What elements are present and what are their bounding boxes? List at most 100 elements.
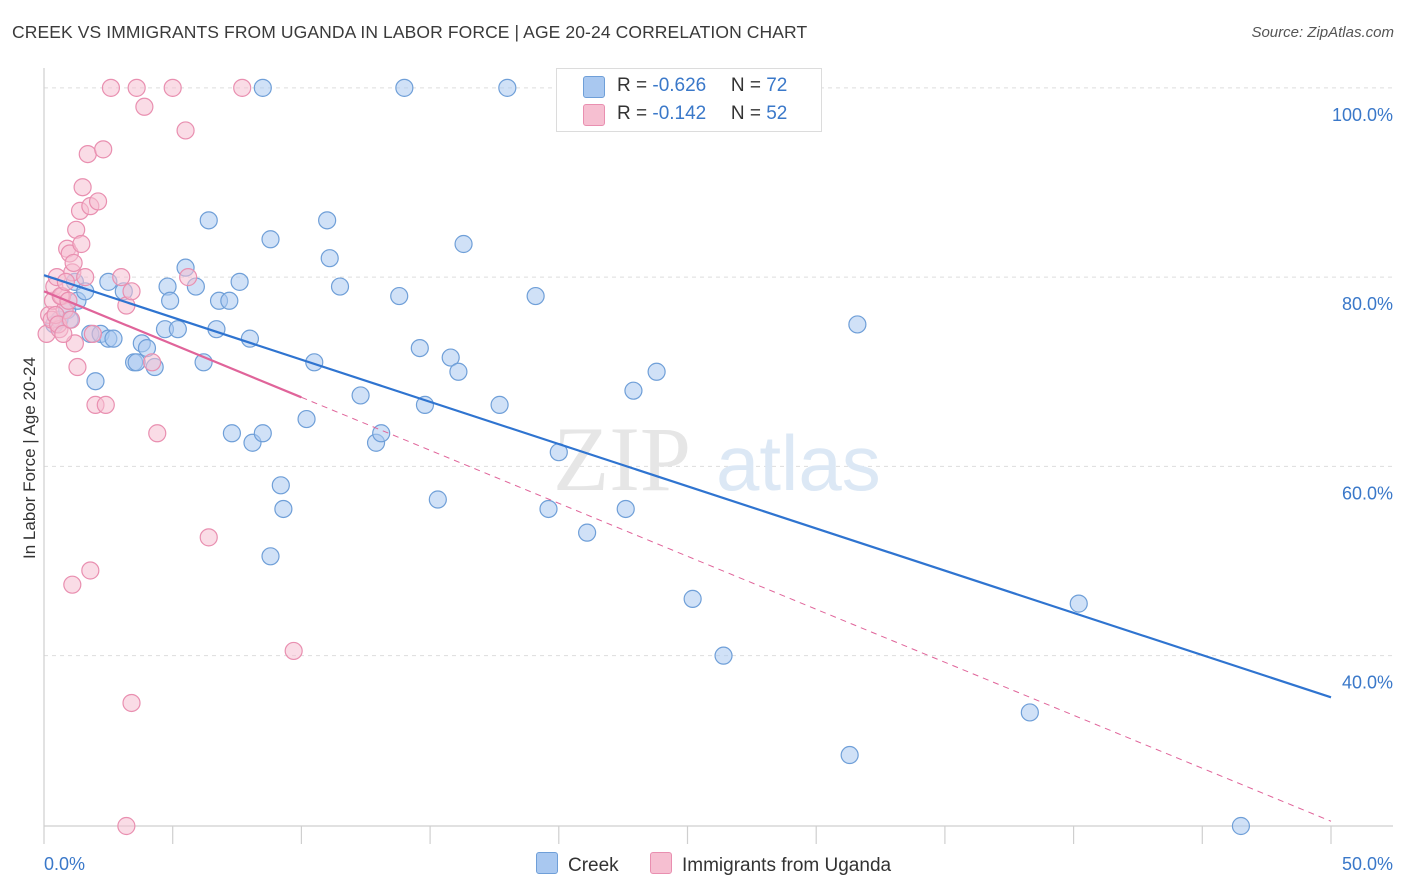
points-layer bbox=[37, 78, 1251, 836]
x-tick-label: 50.0% bbox=[1342, 854, 1393, 874]
creek-point bbox=[320, 249, 339, 268]
creek-point bbox=[395, 78, 414, 97]
creek-point bbox=[220, 291, 239, 310]
creek-point bbox=[240, 329, 260, 348]
creek-point bbox=[454, 234, 473, 254]
creek-point bbox=[271, 476, 290, 495]
y-tick-label: 100.0% bbox=[1332, 105, 1393, 125]
uganda-point bbox=[199, 528, 218, 547]
creek-point bbox=[410, 338, 429, 358]
uganda-point bbox=[78, 144, 97, 164]
creek-point bbox=[372, 424, 391, 443]
x-tick-label: 0.0% bbox=[44, 854, 85, 874]
bottom-legend-uganda: Immigrants from Uganda bbox=[650, 852, 891, 877]
creek-point bbox=[351, 386, 370, 405]
uganda-point bbox=[96, 395, 115, 414]
creek-point bbox=[647, 362, 666, 381]
creek-point bbox=[490, 395, 509, 414]
creek-point bbox=[104, 329, 123, 348]
creek-point bbox=[840, 745, 859, 765]
source-credit: Source: ZipAtlas.com bbox=[1251, 24, 1394, 41]
uganda-n-value: 52 bbox=[766, 103, 788, 124]
creek-point bbox=[624, 381, 643, 400]
creek-point bbox=[616, 499, 635, 519]
creek-point bbox=[261, 547, 280, 566]
uganda-point bbox=[83, 324, 103, 344]
uganda-point bbox=[68, 357, 87, 377]
creek-n-value: 72 bbox=[766, 75, 788, 96]
uganda-point bbox=[101, 78, 121, 97]
y-tick-label: 60.0% bbox=[1342, 483, 1393, 503]
creek-point bbox=[714, 646, 733, 665]
uganda-point bbox=[112, 268, 131, 287]
creek-point bbox=[199, 211, 218, 230]
uganda-point bbox=[73, 178, 92, 197]
uganda-swatch bbox=[583, 104, 605, 126]
creek-point bbox=[297, 409, 316, 429]
creek-point bbox=[539, 499, 558, 519]
creek-point bbox=[86, 372, 105, 391]
creek-point bbox=[428, 490, 447, 509]
creek-n-label: N = bbox=[730, 75, 767, 96]
uganda-trend-line-dashed bbox=[301, 396, 1332, 822]
uganda-point bbox=[163, 78, 182, 97]
bottom-creek-swatch bbox=[536, 852, 558, 874]
uganda-point bbox=[179, 268, 198, 287]
creek-point bbox=[261, 230, 280, 249]
creek-r-label: R = bbox=[617, 75, 653, 96]
y-axis-label: In Labor Force | Age 20-24 bbox=[20, 357, 39, 559]
chart-title: CREEK VS IMMIGRANTS FROM UGANDA IN LABOR… bbox=[12, 22, 808, 42]
uganda-point bbox=[81, 561, 100, 580]
uganda-point bbox=[148, 424, 167, 443]
creek-point bbox=[441, 348, 460, 367]
bottom-creek-label: Creek bbox=[568, 855, 619, 876]
creek-point bbox=[1069, 594, 1088, 613]
creek-point bbox=[526, 286, 545, 306]
creek-point bbox=[253, 424, 272, 443]
uganda-point bbox=[64, 253, 83, 273]
creek-trend-line bbox=[43, 274, 1332, 699]
watermark-atlas: atlas bbox=[716, 419, 881, 507]
uganda-point bbox=[143, 353, 162, 372]
uganda-point bbox=[176, 121, 195, 140]
creek-point bbox=[222, 424, 242, 443]
uganda-point bbox=[94, 140, 113, 159]
bottom-uganda-swatch bbox=[650, 852, 672, 874]
uganda-point bbox=[72, 234, 91, 254]
creek-point bbox=[1020, 703, 1039, 722]
creek-point bbox=[449, 362, 468, 381]
creek-point bbox=[253, 78, 272, 97]
uganda-point bbox=[76, 268, 95, 287]
creek-swatch bbox=[583, 76, 605, 98]
creek-r-value: -0.626 bbox=[652, 75, 707, 96]
uganda-point bbox=[54, 324, 73, 344]
uganda-point bbox=[63, 575, 82, 594]
bottom-uganda-label: Immigrants from Uganda bbox=[682, 855, 892, 876]
creek-point bbox=[330, 277, 350, 296]
uganda-point bbox=[117, 816, 136, 836]
uganda-point bbox=[88, 192, 108, 211]
uganda-point bbox=[233, 78, 252, 97]
label-layer: 100.0% 80.0% 60.0% 40.0% 0.0% 50.0% bbox=[44, 105, 1393, 874]
creek-point bbox=[168, 320, 187, 339]
y-tick-label: 40.0% bbox=[1342, 673, 1393, 693]
uganda-point bbox=[135, 97, 154, 116]
creek-point bbox=[127, 353, 146, 372]
creek-point bbox=[274, 499, 293, 519]
watermark-zip: ZIP bbox=[553, 408, 691, 510]
bottom-legend-creek: Creek bbox=[536, 852, 619, 877]
uganda-point bbox=[122, 282, 141, 301]
creek-point bbox=[498, 78, 517, 97]
uganda-r-value: -0.142 bbox=[652, 103, 707, 124]
uganda-r-label: R = bbox=[617, 103, 653, 124]
watermark: ZIP atlas bbox=[553, 408, 881, 510]
uganda-point bbox=[127, 78, 146, 97]
y-tick-label: 80.0% bbox=[1342, 294, 1393, 314]
creek-point bbox=[161, 291, 180, 310]
trend-layer bbox=[43, 274, 1332, 822]
creek-point bbox=[230, 272, 249, 291]
creek-point bbox=[305, 353, 324, 372]
axis-layer bbox=[43, 68, 1393, 844]
uganda-point bbox=[61, 310, 81, 329]
creek-point bbox=[318, 211, 337, 230]
